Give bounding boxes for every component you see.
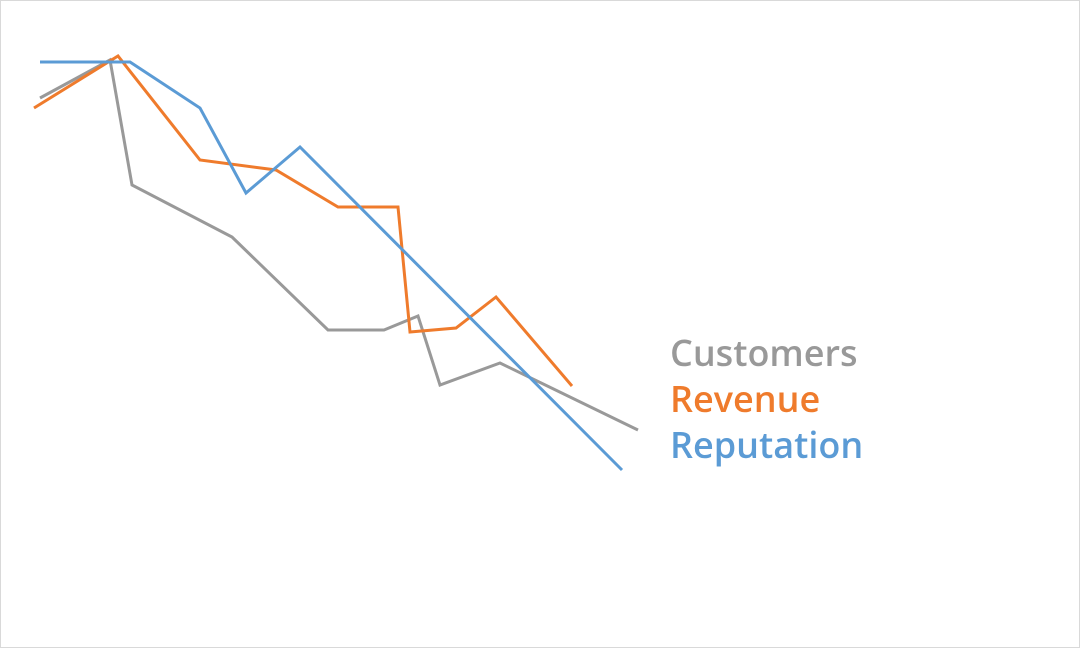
chart-background bbox=[1, 1, 1080, 648]
line-chart bbox=[0, 0, 1080, 648]
chart-frame: Customers Revenue Reputation bbox=[0, 0, 1080, 648]
legend-item-revenue: Revenue bbox=[670, 376, 863, 422]
legend-item-reputation: Reputation bbox=[670, 422, 863, 468]
legend: Customers Revenue Reputation bbox=[670, 330, 863, 468]
legend-item-customers: Customers bbox=[670, 330, 863, 376]
